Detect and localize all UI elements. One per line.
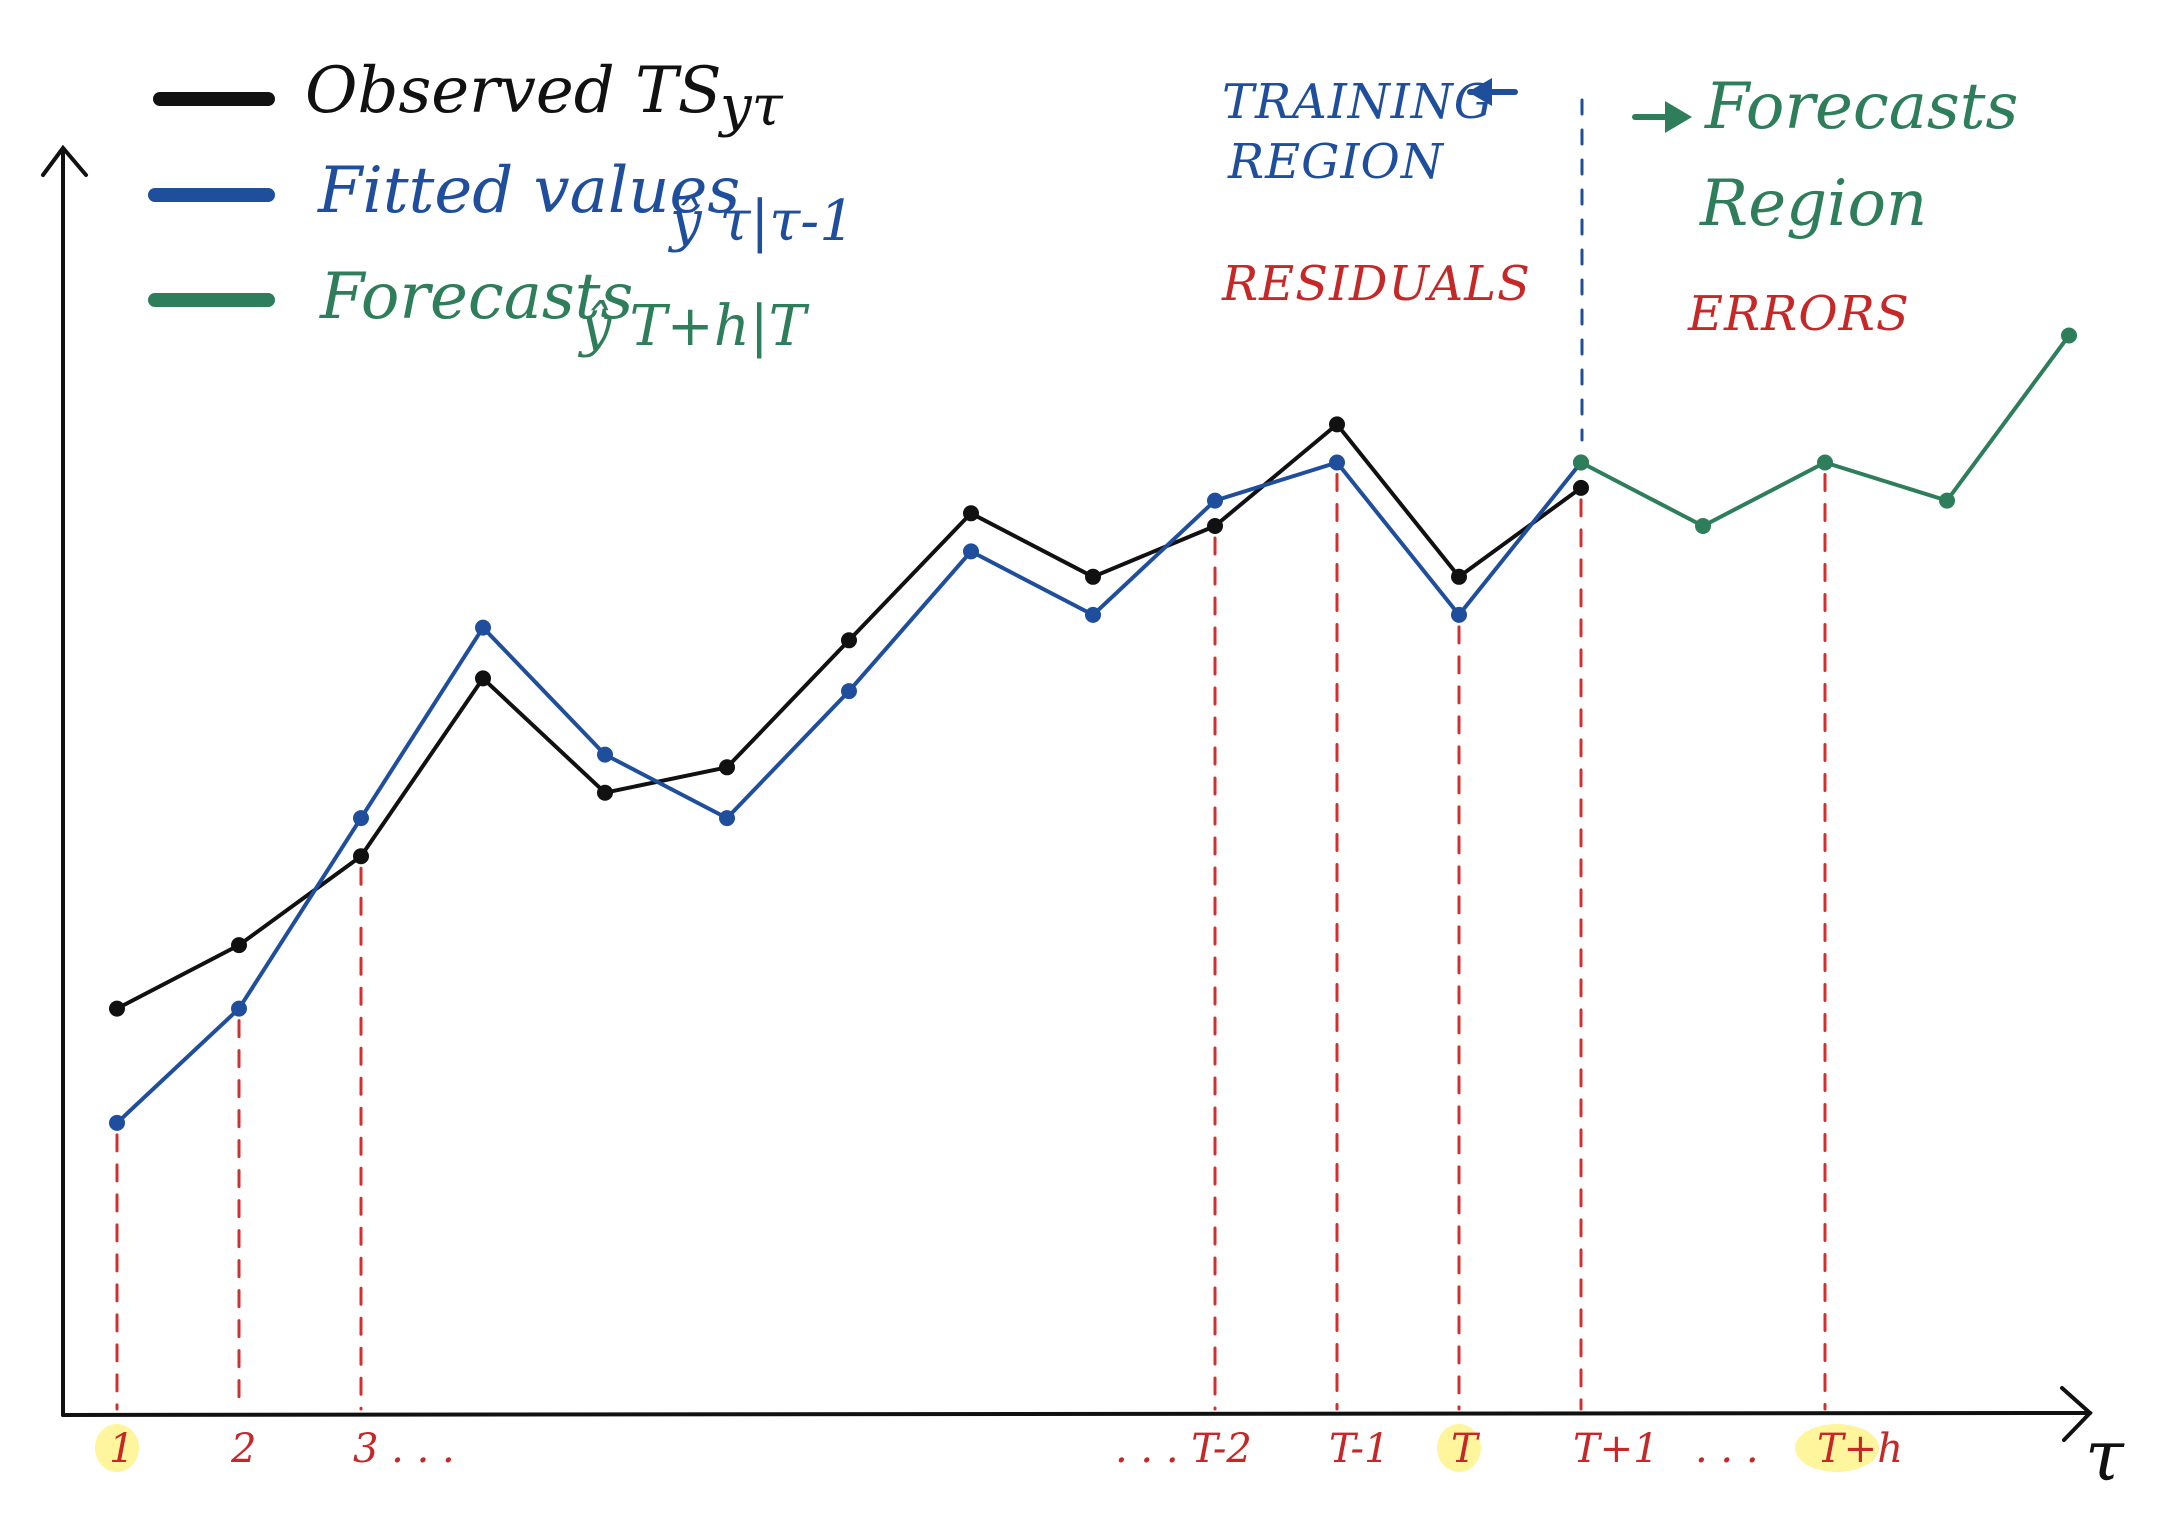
data-point-observed-ts-2 <box>353 848 369 865</box>
data-point-observed-ts-3 <box>475 670 491 687</box>
x-axis-label: τ <box>2085 1415 2125 1497</box>
data-point-fitted-values-10 <box>1329 454 1345 471</box>
legend: Observed TS yτ Fitted values ŷ τ|τ-1 For… <box>148 54 855 359</box>
data-point-fitted-values-5 <box>719 810 735 827</box>
tick-label-5: T <box>1451 1426 1481 1472</box>
training-region-label-line1: TRAINING <box>1222 74 1493 130</box>
data-point-observed-ts-4 <box>597 784 613 801</box>
tick-highlight-5 <box>1437 1424 1481 1472</box>
tick-label-6: T+1 <box>1573 1426 1659 1472</box>
data-point-fitted-values-2 <box>353 810 369 827</box>
tick-label-2: 3 . . . <box>353 1426 455 1472</box>
axes: τ <box>41 144 2125 1497</box>
tick-label-8: T+h <box>1817 1426 1903 1472</box>
data-point-observed-ts-7 <box>963 505 979 522</box>
errors-label: ERRORS <box>1687 286 1910 342</box>
arrow-right-head <box>1665 101 1692 133</box>
data-point-fitted-values-4 <box>597 746 613 763</box>
tick-highlight-8 <box>1795 1424 1879 1472</box>
legend-label-fitted: Fitted values <box>317 154 740 228</box>
residual-lines <box>115 473 1827 1411</box>
data-point-observed-ts-1 <box>231 937 247 954</box>
legend-symbol-observed: yτ <box>717 74 784 139</box>
data-point-observed-ts-9 <box>1207 518 1223 534</box>
series-line-observed-ts <box>115 422 1583 1011</box>
residuals-label: RESIDUALS <box>1221 256 1531 312</box>
arrow-left-head <box>1468 78 1492 106</box>
tick-label-3: . . . T-2 <box>1115 1426 1252 1472</box>
tick-label-0: 1 <box>109 1426 134 1472</box>
data-point-forecasts-2 <box>1817 454 1833 471</box>
data-point-forecasts-1 <box>1695 518 1711 534</box>
tick-label-7: . . . <box>1695 1426 1759 1472</box>
data-point-fitted-values-6 <box>841 683 857 700</box>
data-point-observed-ts-11 <box>1451 568 1467 585</box>
x-axis <box>61 1411 2092 1417</box>
tick-label-4: T-1 <box>1329 1426 1390 1472</box>
tick-label-1: 2 <box>230 1426 256 1472</box>
data-point-observed-ts-12 <box>1573 479 1589 496</box>
data-point-fitted-values-1 <box>231 1000 247 1017</box>
data-point-fitted-values-0 <box>109 1114 125 1131</box>
data-point-fitted-values-3 <box>475 619 491 636</box>
legend-label-forecasts: Forecasts <box>319 260 633 334</box>
data-point-observed-ts-0 <box>109 1000 125 1017</box>
series-line-forecasts <box>1579 333 2071 528</box>
series-layer <box>109 327 2077 1131</box>
data-point-observed-ts-10 <box>1329 416 1345 433</box>
x-axis-arrow <box>2060 1386 2093 1442</box>
training-region-label-line2: REGION <box>1227 134 1445 190</box>
data-point-forecasts-3 <box>1939 492 1955 509</box>
data-point-forecasts-4 <box>2061 327 2077 344</box>
tick-highlight-0 <box>95 1424 139 1472</box>
legend-symbol-fitted: ŷ τ|τ-1 <box>667 189 855 254</box>
legend-label-observed: Observed TS <box>305 54 722 128</box>
forecast-region-label-line2: Region <box>1699 167 1927 241</box>
legend-symbol-forecasts: ŷ T+h|T <box>577 294 810 359</box>
data-point-observed-ts-8 <box>1085 568 1101 585</box>
data-point-fitted-values-9 <box>1207 492 1223 509</box>
forecast-region-label-line1: Forecasts <box>1704 70 2018 144</box>
data-point-fitted-values-7 <box>963 543 979 560</box>
data-point-fitted-values-8 <box>1085 606 1101 623</box>
tick-layer: 1 2 3 . . . . . . T-2 T-1 T T+1 . . . T+h <box>95 1424 1903 1472</box>
data-point-forecasts-0 <box>1573 454 1589 471</box>
series-line-fitted-values <box>115 460 1583 1125</box>
data-point-observed-ts-6 <box>841 632 857 649</box>
region-annotations: TRAINING REGION Forecasts Region RESIDUA… <box>1221 70 2018 342</box>
data-point-observed-ts-5 <box>719 759 735 776</box>
data-point-fitted-values-11 <box>1451 606 1467 623</box>
y-axis-arrow <box>41 144 88 177</box>
